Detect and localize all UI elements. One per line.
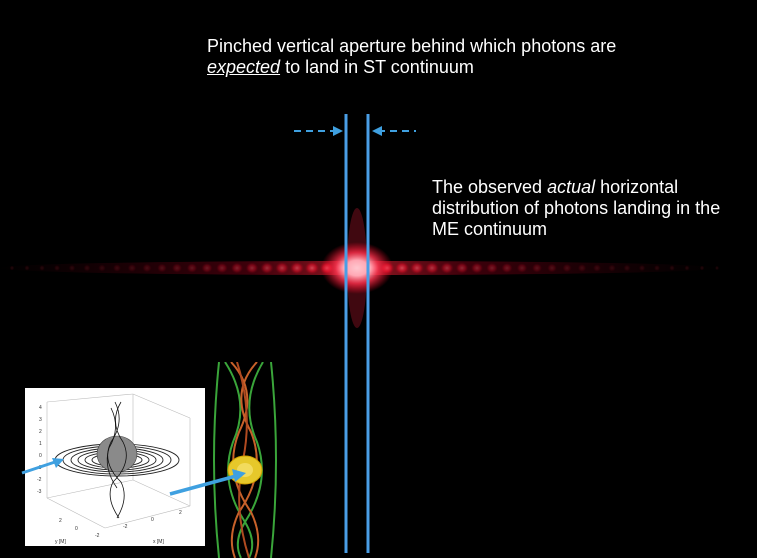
callout-right-text-2: horizontal distribution of photons landi… (432, 177, 726, 239)
callout-right-text-1: The observed (432, 177, 548, 197)
z-tick: 0 (39, 453, 42, 459)
fringe-dot (440, 262, 454, 274)
callout-right-emphasis: actual (547, 177, 596, 197)
fringe-dot (172, 263, 182, 273)
fringe-dot (216, 262, 228, 274)
z-tick: -3 (37, 489, 42, 495)
callout-top-emphasis: expected (207, 57, 281, 77)
fringe-dot (715, 265, 719, 271)
fringe-dot (501, 263, 513, 273)
y-tick: 2 (59, 518, 62, 524)
orbit-plot: 4 3 2 1 0 -1 -2 -3 2 0 -2 -2 0 2 y [M] x… (37, 393, 191, 545)
fringe-dot (201, 263, 213, 273)
fringe-dot (9, 265, 15, 271)
helix-green-line (270, 362, 277, 558)
fringe-dot (275, 262, 289, 274)
fringe-dot (142, 263, 152, 273)
central-maximum (321, 242, 393, 294)
x-axis-label: x [M] (153, 539, 164, 545)
fringe-dot (157, 263, 167, 273)
fringe-dot (593, 264, 601, 272)
black-hole-sphere (96, 435, 138, 473)
fringe-dot (455, 262, 469, 274)
callout-expected-aperture: Pinched vertical aperture behind which p… (195, 24, 636, 114)
x-tick: 2 (179, 510, 182, 516)
fringe-dot (39, 265, 45, 271)
z-tick: 4 (39, 405, 42, 411)
fringe-dot (684, 265, 690, 271)
fringe-dot (654, 265, 660, 271)
fringe-dot (127, 264, 137, 272)
fringe-dot (471, 262, 483, 274)
helix-diagram (213, 362, 277, 558)
fringe-dot (231, 262, 243, 274)
fringe-dot (608, 264, 616, 272)
fringe-dot (245, 262, 259, 274)
z-tick: -1 (37, 465, 42, 471)
fringe-dot (68, 264, 76, 272)
arrow-right-icon (372, 126, 416, 136)
vertical-streak (347, 208, 367, 328)
helix-inset (205, 362, 285, 558)
fringe-dot (699, 265, 705, 271)
fringe-dot (425, 262, 439, 274)
z-tick: 1 (39, 441, 42, 447)
orbit-plot-inset: 4 3 2 1 0 -1 -2 -3 2 0 -2 -2 0 2 y [M] x… (25, 388, 205, 546)
fringe-dot (516, 263, 528, 273)
fringe-dot (547, 263, 557, 273)
y-tick: 0 (75, 526, 78, 532)
fringe-dot (669, 265, 675, 271)
fringe-dot (577, 264, 587, 272)
fringe-dot (410, 261, 424, 275)
fringe-dot (54, 265, 60, 271)
fringe-dot (113, 264, 121, 272)
fringe-dot (623, 264, 631, 272)
callout-observed-distribution: The observed actual horizontal distribut… (420, 165, 750, 255)
arrow-left-icon (294, 126, 343, 136)
helix-green-line (213, 362, 220, 558)
fringe-dot (486, 262, 498, 274)
fringe-dot (638, 264, 646, 272)
x-tick: -2 (123, 524, 128, 530)
helix-traces (106, 401, 127, 519)
fringe-dot (186, 263, 198, 273)
z-tick: 2 (39, 429, 42, 435)
x-tick: 0 (151, 517, 154, 523)
fringe-dot (98, 264, 106, 272)
plot-box (46, 393, 191, 529)
z-tick: 3 (39, 417, 42, 423)
z-tick: -2 (37, 477, 42, 483)
callout-top-text-1: Pinched vertical aperture behind which p… (207, 36, 622, 56)
y-axis-label: y [M] (55, 539, 66, 545)
fringe-dot (394, 261, 410, 275)
fringe-dot (532, 263, 542, 273)
fringe-dot (290, 261, 304, 275)
fringe-dot (24, 265, 30, 271)
y-tick: -2 (95, 533, 100, 539)
fringe-dot (260, 262, 274, 274)
fringe-dot (562, 263, 572, 273)
callout-top-text-2: to land in ST continuum (280, 57, 474, 77)
fringe-dot (83, 264, 91, 272)
fringe-dot (304, 261, 320, 275)
sphere-highlight (237, 463, 253, 477)
